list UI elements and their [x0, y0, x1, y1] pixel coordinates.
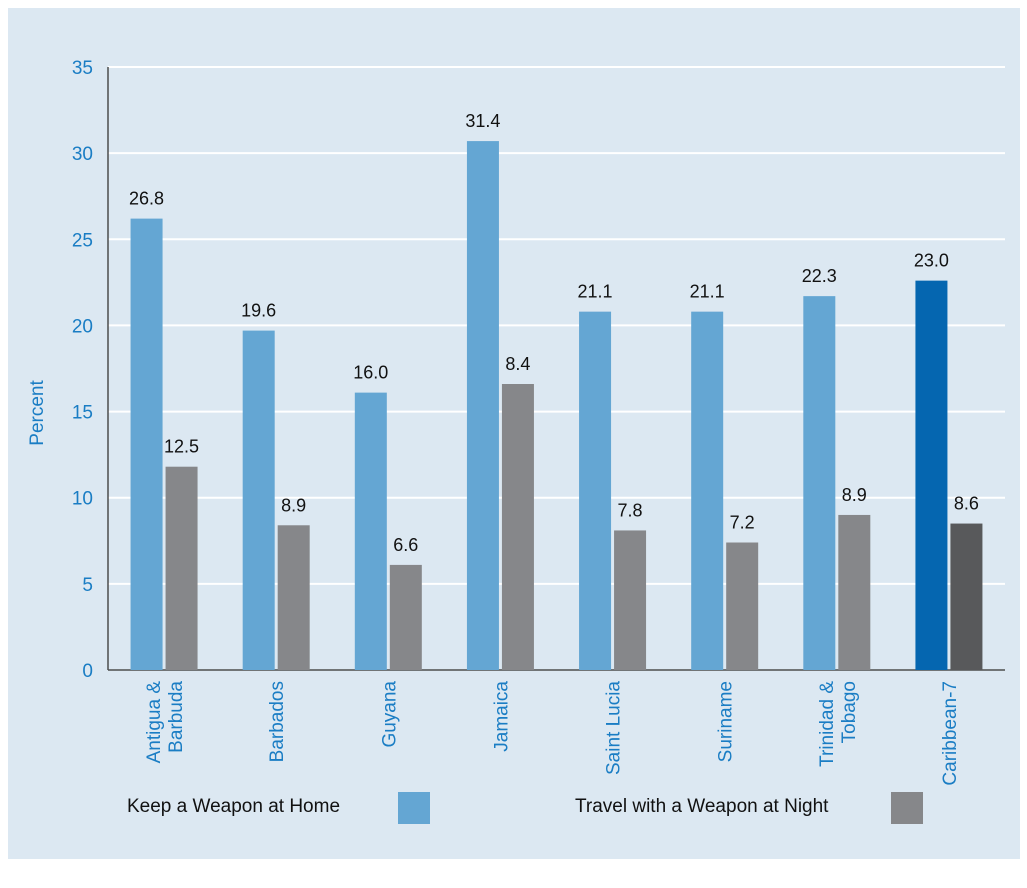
bar-keep-weapon-home-5 — [691, 311, 724, 670]
y-axis-title: Percent — [27, 380, 48, 446]
legend-label-keep-weapon-home: Keep a Weapon at Home — [127, 796, 340, 817]
bar-keep-weapon-home-1 — [242, 330, 275, 670]
bar-travel-weapon-night-2 — [389, 564, 422, 670]
data-label-travel-weapon-night-6: 8.9 — [842, 485, 867, 505]
bar-keep-weapon-home-3 — [466, 141, 499, 670]
x-tick-label-5-0: Suriname — [716, 681, 737, 762]
x-tick-label-0-1: Barbuda — [166, 681, 187, 753]
bar-keep-weapon-home-2 — [354, 392, 387, 670]
data-label-keep-weapon-home-2: 16.0 — [353, 363, 388, 383]
y-tick-label-20: 20 — [72, 316, 93, 337]
y-tick-label-10: 10 — [72, 489, 93, 510]
x-tick-label-4-0: Saint Lucia — [604, 681, 625, 775]
x-tick-label-6-0: Trinidad & — [817, 681, 838, 767]
data-label-travel-weapon-night-5: 7.2 — [730, 513, 755, 533]
y-tick-label-35: 35 — [72, 58, 93, 79]
data-label-keep-weapon-home-0: 26.8 — [129, 189, 164, 209]
legend-swatch-travel-weapon-night — [891, 792, 923, 824]
bar-keep-weapon-home-6 — [803, 296, 836, 670]
x-tick-label-6-1: Tobago — [839, 681, 860, 743]
bar-travel-weapon-night-6 — [838, 514, 871, 670]
y-tick-label-0: 0 — [82, 661, 93, 682]
bar-travel-weapon-night-4 — [614, 530, 647, 670]
bar-travel-weapon-night-7 — [950, 523, 983, 670]
data-label-travel-weapon-night-2: 6.6 — [393, 535, 418, 555]
bar-keep-weapon-home-0 — [130, 218, 163, 670]
bar-travel-weapon-night-0 — [165, 466, 198, 670]
data-label-travel-weapon-night-7: 8.6 — [954, 494, 979, 514]
bar-keep-weapon-home-4 — [579, 311, 612, 670]
x-tick-label-0-0: Antigua & — [144, 681, 165, 764]
x-tick-label-7-0: Caribbean-7 — [940, 681, 961, 786]
x-tick-label-2-0: Guyana — [379, 681, 400, 748]
data-label-keep-weapon-home-6: 22.3 — [802, 266, 837, 286]
y-tick-label-25: 25 — [72, 230, 93, 251]
x-tick-label-1-0: Barbados — [267, 681, 288, 762]
y-tick-label-30: 30 — [72, 144, 93, 165]
bar-keep-weapon-home-7 — [915, 280, 948, 670]
bar-travel-weapon-night-5 — [726, 542, 759, 670]
x-tick-label-3-0: Jamaica — [491, 681, 512, 752]
data-label-keep-weapon-home-3: 31.4 — [465, 111, 500, 131]
legend-swatch-keep-weapon-home — [398, 792, 430, 824]
data-label-keep-weapon-home-1: 19.6 — [241, 301, 276, 321]
y-tick-label-15: 15 — [72, 403, 93, 424]
data-label-travel-weapon-night-1: 8.9 — [281, 495, 306, 515]
legend-label-travel-weapon-night: Travel with a Weapon at Night — [575, 796, 829, 817]
data-label-travel-weapon-night-4: 7.8 — [618, 500, 643, 520]
bar-travel-weapon-night-1 — [277, 525, 310, 670]
data-label-keep-weapon-home-7: 23.0 — [914, 251, 949, 271]
data-label-travel-weapon-night-3: 8.4 — [505, 354, 530, 374]
data-label-keep-weapon-home-5: 21.1 — [690, 282, 725, 302]
data-label-keep-weapon-home-4: 21.1 — [578, 282, 613, 302]
bar-travel-weapon-night-3 — [501, 384, 534, 670]
data-label-travel-weapon-night-0: 12.5 — [164, 437, 199, 457]
y-tick-label-5: 5 — [82, 575, 93, 596]
